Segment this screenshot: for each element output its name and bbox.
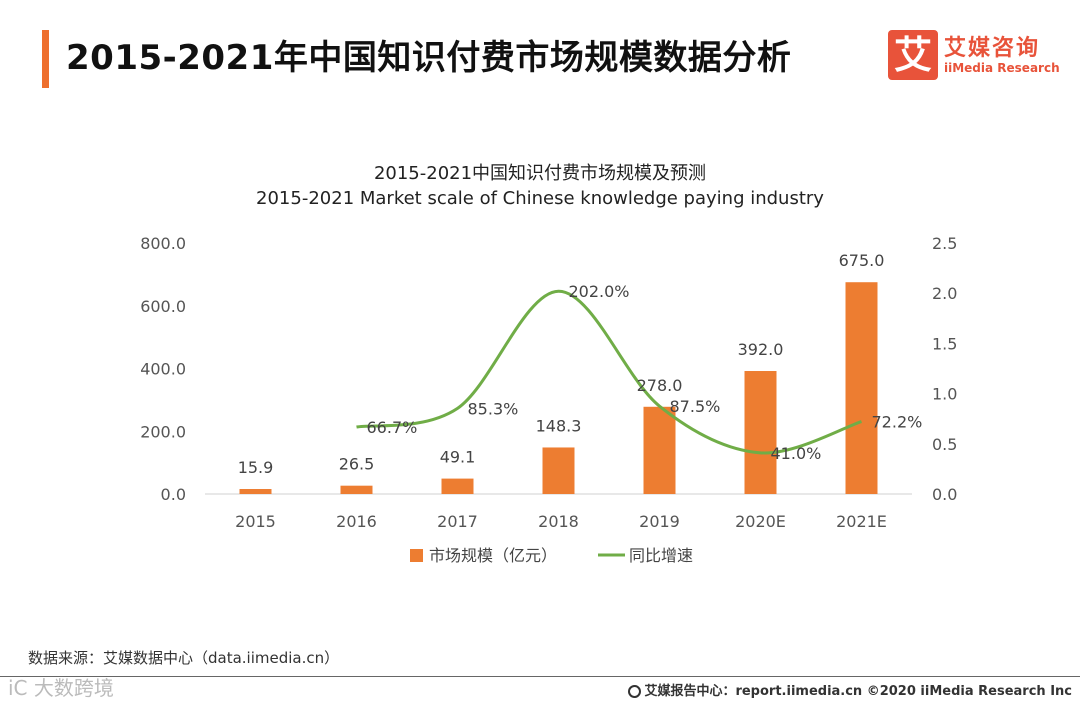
page-title: 2015-2021年中国知识付费市场规模数据分析 <box>66 38 792 78</box>
y-left-tick-label: 600.0 <box>140 297 186 316</box>
title-accent-bar <box>42 30 49 88</box>
line-data-label: 41.0% <box>771 444 822 463</box>
y-right-tick-label: 0.5 <box>932 435 957 454</box>
x-tick-label: 2015 <box>235 512 276 531</box>
line-data-label: 66.7% <box>367 418 418 437</box>
y-right-tick-label: 1.5 <box>932 334 957 353</box>
bar-data-label: 49.1 <box>440 448 476 467</box>
x-tick-label: 2021E <box>836 512 887 531</box>
y-left-tick-label: 200.0 <box>140 422 186 441</box>
watermark: iC 大数跨境 <box>8 676 114 700</box>
footer-copyright: 艾媒报告中心：report.iimedia.cn ©2020 iiMedia R… <box>628 680 1072 699</box>
logo-mark: 艾 <box>888 30 938 80</box>
legend-bar-swatch <box>410 549 423 562</box>
y-right-tick-label: 2.5 <box>932 234 957 253</box>
growth-rate-line <box>356 289 862 455</box>
y-left-tick-label: 800.0 <box>140 234 186 253</box>
bar <box>239 489 272 494</box>
market-scale-chart: 2015-2021中国知识付费市场规模及预测 2015-2021 Market … <box>140 163 957 565</box>
chart-subtitle: 2015-2021 Market scale of Chinese knowle… <box>256 188 824 209</box>
bar-data-label: 148.3 <box>536 416 582 435</box>
bar <box>441 478 474 494</box>
y-left-tick-label: 400.0 <box>140 360 186 379</box>
line-data-label: 72.2% <box>872 413 923 432</box>
line-data-label: 85.3% <box>468 399 519 418</box>
bar <box>643 406 676 494</box>
bar <box>542 447 575 494</box>
x-tick-label: 2020E <box>735 512 786 531</box>
iimedia-logo: 艾 艾媒咨询 iiMedia Research <box>888 30 1068 84</box>
x-tick-label: 2018 <box>538 512 579 531</box>
line-data-label: 202.0% <box>569 282 630 301</box>
bar <box>340 485 373 494</box>
bar <box>744 371 777 494</box>
bar-data-label: 26.5 <box>339 455 375 474</box>
bar-data-label: 392.0 <box>738 340 784 359</box>
bar-data-label: 278.0 <box>637 376 683 395</box>
x-tick-label: 2017 <box>437 512 478 531</box>
y-right-tick-label: 1.0 <box>932 385 957 404</box>
chart-title: 2015-2021中国知识付费市场规模及预测 <box>374 163 706 184</box>
data-source: 数据来源：艾媒数据中心（data.iimedia.cn） <box>28 649 340 667</box>
footer-divider <box>0 676 1080 677</box>
bar-data-label: 675.0 <box>839 251 885 270</box>
legend-line-label: 同比增速 <box>629 546 693 565</box>
logo-name-cn: 艾媒咨询 <box>944 36 1041 61</box>
logo-name-en: iiMedia Research <box>944 61 1060 75</box>
y-left-tick-label: 0.0 <box>161 485 186 504</box>
x-tick-label: 2019 <box>639 512 680 531</box>
legend-bar-label: 市场规模（亿元） <box>429 546 557 565</box>
footer-text: 艾媒报告中心：report.iimedia.cn ©2020 iiMedia R… <box>644 684 1072 699</box>
globe-icon <box>628 685 642 698</box>
bar-data-label: 15.9 <box>238 458 274 477</box>
bar <box>845 282 878 494</box>
y-right-tick-label: 0.0 <box>932 485 957 504</box>
x-tick-label: 2016 <box>336 512 377 531</box>
line-data-label: 87.5% <box>670 397 721 416</box>
y-right-tick-label: 2.0 <box>932 284 957 303</box>
